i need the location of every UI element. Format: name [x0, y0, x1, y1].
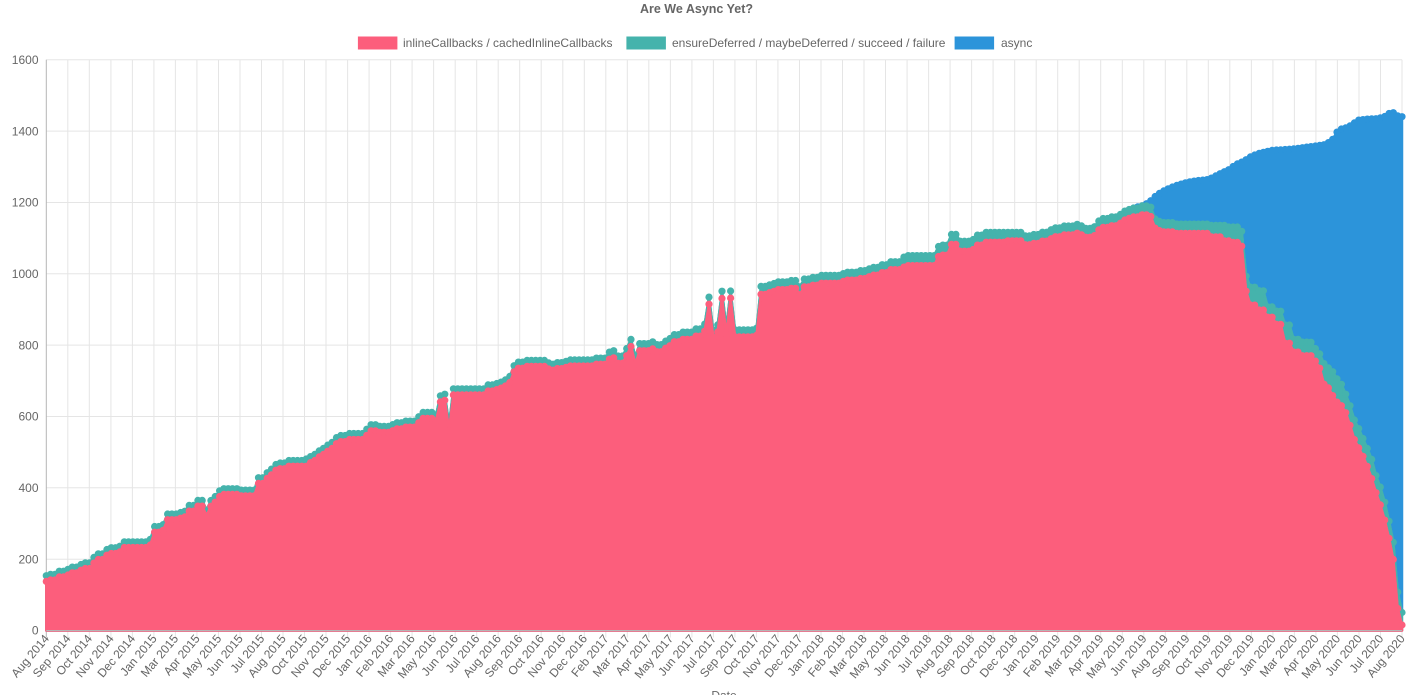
svg-text:0: 0 — [32, 624, 39, 638]
svg-text:1200: 1200 — [12, 196, 39, 210]
svg-text:400: 400 — [18, 481, 38, 495]
svg-text:1400: 1400 — [12, 124, 39, 138]
svg-text:Are We Async Yet?: Are We Async Yet? — [640, 2, 753, 16]
svg-text:1000: 1000 — [12, 267, 39, 281]
svg-text:1600: 1600 — [12, 53, 39, 67]
svg-text:inlineCallbacks / cachedInline: inlineCallbacks / cachedInlineCallbacks — [403, 36, 612, 50]
svg-text:200: 200 — [18, 552, 38, 566]
svg-text:ensureDeferred / maybeDeferred: ensureDeferred / maybeDeferred / succeed… — [672, 36, 946, 50]
svg-text:async: async — [1001, 36, 1032, 50]
svg-text:800: 800 — [18, 338, 38, 352]
svg-text:Date: Date — [711, 689, 737, 696]
svg-text:600: 600 — [18, 410, 38, 424]
